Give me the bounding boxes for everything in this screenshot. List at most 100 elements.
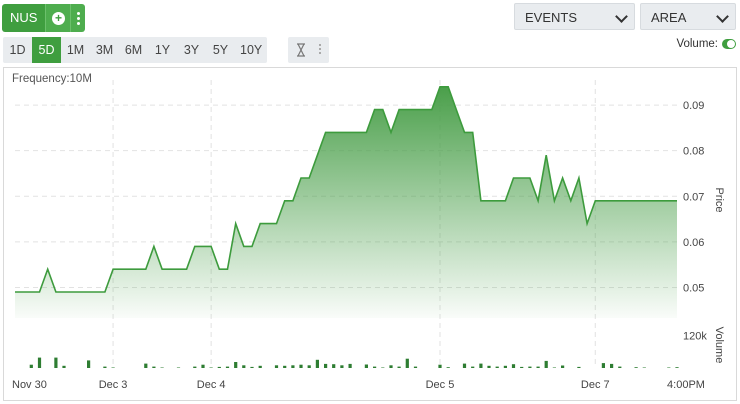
y-tick-label: 0.05	[683, 282, 704, 294]
hourglass-icon[interactable]	[296, 43, 306, 57]
volume-bar	[438, 364, 442, 368]
volume-bar	[54, 357, 58, 368]
ticker-selector[interactable]: NUS +	[2, 4, 86, 32]
volume-bar	[307, 365, 311, 368]
volume-bar	[332, 364, 336, 368]
chart-frame	[3, 67, 737, 401]
volume-bar	[520, 366, 524, 368]
volume-bar	[234, 362, 238, 368]
volume-layer	[29, 357, 679, 368]
volume-bar	[552, 367, 556, 368]
range-3m-button[interactable]: 3M	[95, 43, 114, 57]
volume-bar	[242, 365, 246, 368]
volume-bar	[528, 366, 532, 368]
volume-bar	[536, 366, 540, 368]
volume-bar	[315, 359, 319, 368]
ticker-symbol-button[interactable]: NUS	[2, 4, 46, 32]
volume-bar	[675, 367, 679, 368]
x-tick-label: Dec 4	[197, 379, 226, 391]
volume-bar	[413, 366, 418, 368]
price-area-fill	[15, 86, 677, 318]
volume-bar	[618, 366, 622, 368]
volume-bar	[381, 367, 385, 368]
volume-bar	[348, 363, 352, 368]
volume-bar	[561, 365, 565, 368]
volume-bar	[144, 363, 148, 368]
volume-tick-label: 120k	[683, 330, 707, 342]
volume-bar	[544, 360, 548, 368]
volume-bar	[495, 366, 499, 368]
volume-bar	[258, 365, 262, 368]
range-1d-button[interactable]: 1D	[9, 43, 26, 57]
toggle-switch-icon[interactable]	[722, 39, 736, 49]
events-dropdown-label: EVENTS	[525, 10, 578, 25]
volume-bar	[601, 363, 605, 368]
ticker-menu-button[interactable]	[70, 4, 86, 32]
x-tick-label: Nov 30	[12, 379, 47, 391]
volume-bar	[283, 365, 287, 368]
volume-toggle[interactable]: Volume:	[676, 37, 736, 51]
volume-bar	[667, 367, 671, 368]
volume-bar	[274, 365, 279, 368]
volume-bar	[217, 366, 221, 368]
volume-bar	[62, 365, 66, 368]
volume-bar	[397, 366, 401, 368]
volume-bar	[324, 363, 328, 368]
volume-bar	[299, 364, 303, 368]
volume-bar	[209, 367, 213, 368]
plus-circle-icon: +	[51, 11, 65, 25]
events-dropdown[interactable]: EVENTS	[514, 3, 635, 30]
volume-bar	[103, 366, 107, 368]
volume-bar	[511, 364, 516, 368]
volume-bar	[373, 366, 377, 368]
range-5d-button[interactable]: 5D	[32, 37, 61, 63]
volume-bar	[176, 367, 181, 368]
volume-toggle-label: Volume:	[676, 38, 718, 50]
volume-bar	[462, 363, 467, 368]
y-tick-label: 0.08	[683, 146, 704, 158]
volume-bar	[87, 360, 91, 368]
x-tick-label: 4:00PM	[667, 379, 705, 391]
range-5y-button[interactable]: 5Y	[212, 43, 229, 57]
volume-bar	[479, 363, 483, 368]
volume-bar	[340, 365, 344, 368]
x-tick-label: Dec 3	[99, 379, 128, 391]
volume-bar	[29, 364, 33, 368]
add-comparison-button[interactable]: +	[45, 4, 71, 32]
volume-bar	[225, 366, 230, 368]
volume-bar	[642, 367, 646, 368]
range-6m-button[interactable]: 6M	[124, 43, 143, 57]
range-1y-button[interactable]: 1Y	[154, 43, 171, 57]
volume-bar	[487, 365, 491, 368]
range-1m-button[interactable]: 1M	[66, 43, 85, 57]
volume-bar	[111, 367, 115, 368]
y-tick-label: 0.09	[683, 100, 704, 112]
price-line	[15, 86, 677, 293]
y-tick-label: 0.06	[683, 237, 704, 249]
volume-bar	[152, 366, 156, 368]
area-layer	[15, 86, 677, 318]
volume-bar	[446, 367, 450, 368]
chart-tools	[288, 37, 329, 63]
y-tick-label: 0.07	[683, 191, 704, 203]
volume-bar	[201, 364, 205, 368]
axis-layer: 0.05 0.06 0.07 0.08 0.09 Nov 30 Dec 3 Dec 4 Dec …	[12, 100, 725, 391]
volume-bar	[250, 366, 254, 368]
chart-type-dropdown[interactable]: AREA	[640, 3, 736, 30]
range-3y-button[interactable]: 3Y	[183, 43, 200, 57]
range-10y-button[interactable]: 10Y	[240, 43, 263, 57]
volume-bar	[577, 366, 581, 368]
frequency-label: Frequency:10M	[12, 73, 92, 85]
tools-menu-icon[interactable]	[319, 44, 321, 54]
volume-bar	[193, 366, 197, 368]
volume-bar	[364, 364, 368, 368]
chart-type-dropdown-label: AREA	[651, 10, 687, 25]
volume-bar	[471, 366, 475, 368]
price-axis-title: Price	[713, 187, 725, 212]
x-tick-label: Dec 5	[426, 379, 455, 391]
x-tick-label: Dec 7	[581, 379, 610, 391]
volume-axis-title: Volume	[713, 327, 725, 364]
volume-bar	[634, 367, 638, 368]
volume-bar	[160, 367, 164, 368]
